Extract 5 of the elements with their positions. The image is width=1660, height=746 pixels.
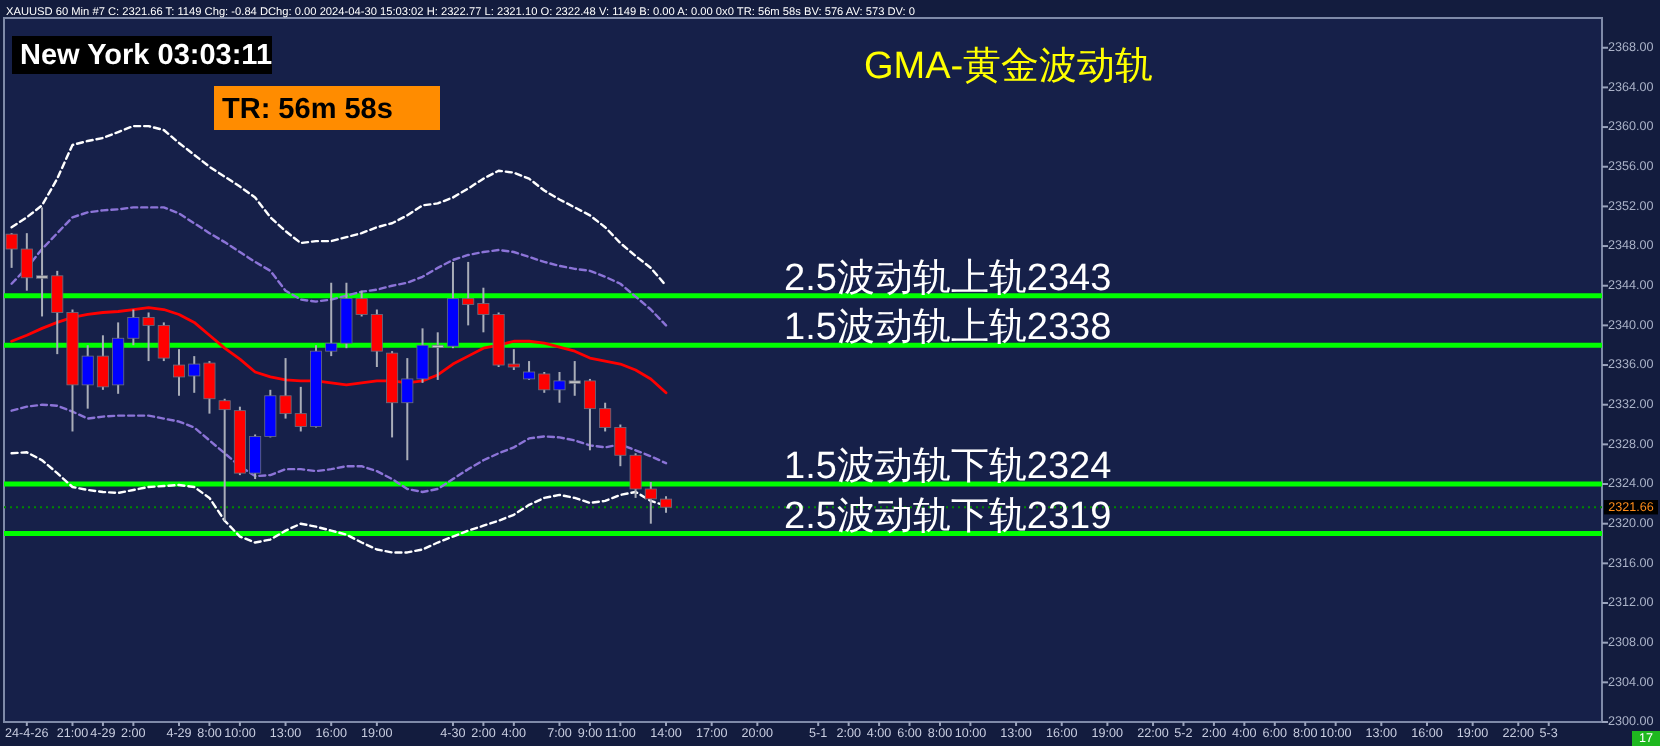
annotation: TR: 56m 58s <box>214 86 440 130</box>
annotation: TR: 56m 58s <box>222 93 393 126</box>
annotation: New York 03:03:11 <box>12 36 273 74</box>
annotation: New York 03:03:11 <box>20 39 273 72</box>
text: GMA-黄金波动轨 <box>864 46 1154 88</box>
